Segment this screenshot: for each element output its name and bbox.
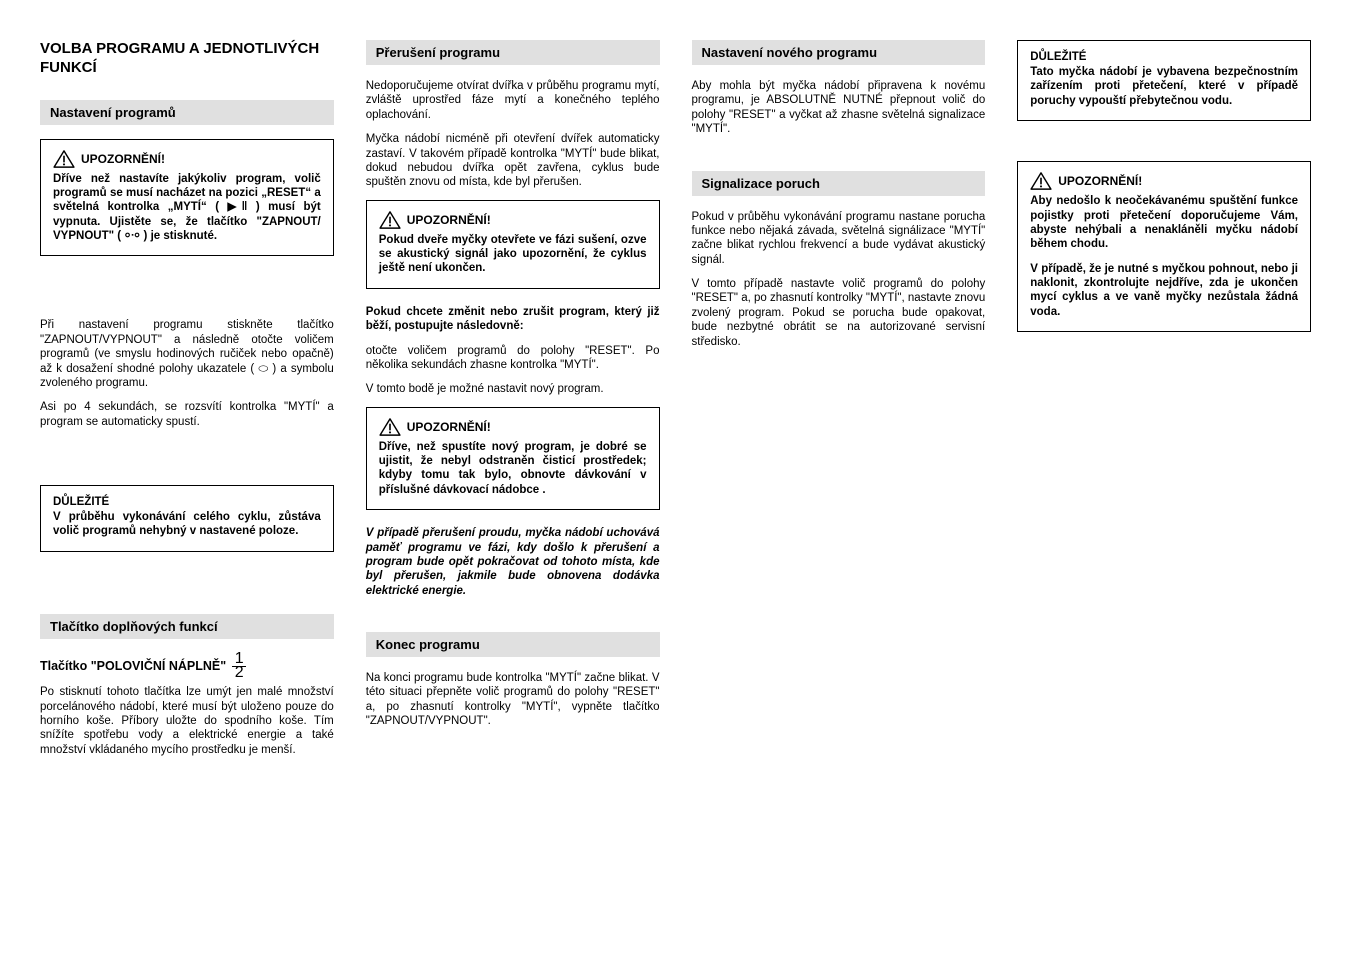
para-c2-6: V případě přerušení proudu, myčka nádobí…: [366, 526, 660, 598]
para-c2-4: otočte voličem programů do polohy "RESET…: [366, 344, 660, 373]
warning-icon: [53, 150, 75, 168]
warning-icon: [1030, 172, 1052, 190]
warning-body-p2: V případě, že je nutné s myčkou pohnout,…: [1030, 262, 1298, 320]
warning-label: UPOZORNĚNÍ!: [407, 213, 491, 227]
heading-preruseni: Přerušení programu: [366, 40, 660, 65]
half-load-button-label: Tlačítko "POLOVIČNÍ NÁPLNĚ" 12: [40, 653, 334, 680]
column-2: Přerušení programu Nedoporučujeme otvíra…: [366, 40, 660, 757]
warning-body-p1: Aby nedošlo k neočekávanému spuštění fun…: [1030, 194, 1298, 252]
warning-icon: [379, 211, 401, 229]
para-c2-2: Myčka nádobí nicméně při otevření dvířek…: [366, 132, 660, 190]
para-set-program-2: Asi po 4 sekundách, se rozsvítí kontrolk…: [40, 400, 334, 429]
para-c2-5: V tomto bodě je možné nastavit nový prog…: [366, 382, 660, 396]
column-1: VOLBA PROGRAMU A JEDNOTLIVÝCH FUNKCÍ Nas…: [40, 40, 334, 757]
half-fraction-icon: 12: [232, 653, 246, 680]
para-c3-3: V tomto případě nastavte volič programů …: [692, 277, 986, 349]
warning-body: Dříve než nastavíte jakýkoliv program, v…: [53, 172, 321, 244]
para-c2-7: Na konci programu bude kontrolka "MYTÍ" …: [366, 671, 660, 729]
warning-icon: [379, 418, 401, 436]
warning-box-c2-2: UPOZORNĚNÍ! Dříve, než spustíte nový pro…: [366, 407, 660, 511]
para-c2-3: Pokud chcete změnit nebo zrušit program,…: [366, 305, 660, 334]
warning-box-c4: UPOZORNĚNÍ! Aby nedošlo k neočekávanému …: [1017, 161, 1311, 332]
warning-label: UPOZORNĚNÍ!: [407, 420, 491, 434]
important-body: Tato myčka nádobí je vybavena bezpečnost…: [1030, 65, 1298, 108]
heading-doplnove-funkce: Tlačítko doplňových funkcí: [40, 614, 334, 639]
heading-novy-program: Nastavení nového programu: [692, 40, 986, 65]
heading-nastaveni-programu: Nastavení programů: [40, 100, 334, 125]
heading-konec: Konec programu: [366, 632, 660, 657]
half-load-text: Tlačítko "POLOVIČNÍ NÁPLNĚ": [40, 659, 226, 673]
para-c3-1: Aby mohla být myčka nádobí připravena k …: [692, 79, 986, 137]
main-title: VOLBA PROGRAMU A JEDNOTLIVÝCH FUNKCÍ: [40, 40, 334, 78]
important-box-c4: DŮLEŽITÉ Tato myčka nádobí je vybavena b…: [1017, 40, 1311, 121]
important-body: V průběhu vykonávání celého cyklu, zůstá…: [53, 510, 321, 539]
warning-body: Dříve, než spustíte nový program, je dob…: [379, 440, 647, 498]
para-half-load: Po stisknutí tohoto tlačítka lze umýt je…: [40, 685, 334, 757]
important-box-1: DŮLEŽITÉ V průběhu vykonávání celého cyk…: [40, 485, 334, 552]
column-3: Nastavení nového programu Aby mohla být …: [692, 40, 986, 757]
warning-box-c2-1: UPOZORNĚNÍ! Pokud dveře myčky otevřete v…: [366, 200, 660, 289]
warning-label: UPOZORNĚNÍ!: [1058, 174, 1142, 188]
warning-label: UPOZORNĚNÍ!: [81, 152, 165, 166]
para-c3-2: Pokud v průběhu vykonávání programu nast…: [692, 210, 986, 268]
warning-body: Pokud dveře myčky otevřete ve fázi sušen…: [379, 233, 647, 276]
warning-box-1: UPOZORNĚNÍ! Dříve než nastavíte jakýkoli…: [40, 139, 334, 257]
para-set-program-1: Při nastavení programu stiskněte tlačítk…: [40, 318, 334, 390]
important-title: DŮLEŽITÉ: [1030, 51, 1298, 63]
important-title: DŮLEŽITÉ: [53, 496, 321, 508]
heading-signalizace: Signalizace poruch: [692, 171, 986, 196]
para-c2-1: Nedoporučujeme otvírat dvířka v průběhu …: [366, 79, 660, 122]
page: VOLBA PROGRAMU A JEDNOTLIVÝCH FUNKCÍ Nas…: [40, 40, 1311, 757]
column-4: DŮLEŽITÉ Tato myčka nádobí je vybavena b…: [1017, 40, 1311, 757]
